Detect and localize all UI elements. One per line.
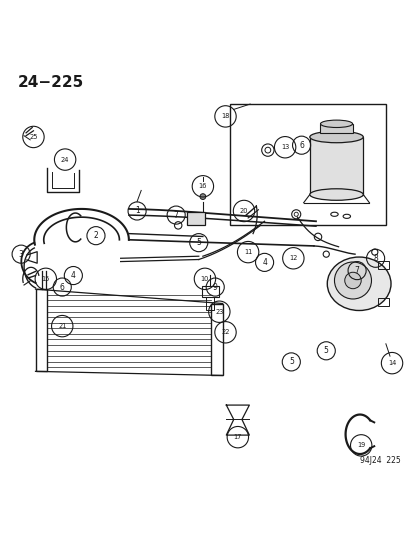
Ellipse shape [309, 189, 362, 200]
Text: 15: 15 [42, 276, 50, 282]
Text: 11: 11 [243, 249, 252, 255]
Bar [309, 137, 362, 195]
Text: 3: 3 [19, 249, 24, 259]
Bar [211, 303, 222, 375]
Bar [206, 296, 214, 310]
Text: 19: 19 [356, 442, 364, 448]
Text: 7: 7 [354, 266, 358, 275]
Text: 25: 25 [29, 134, 38, 140]
Text: 7: 7 [173, 211, 178, 220]
Ellipse shape [334, 262, 370, 299]
Text: 4: 4 [71, 271, 76, 280]
Text: 24: 24 [61, 157, 69, 163]
Ellipse shape [327, 257, 390, 311]
Text: 9: 9 [212, 282, 217, 292]
Text: 22: 22 [221, 329, 229, 335]
Text: 18: 18 [221, 114, 229, 119]
Text: 10: 10 [200, 276, 209, 282]
Text: 14: 14 [387, 360, 395, 366]
Text: 13: 13 [280, 144, 289, 150]
Text: 23: 23 [215, 309, 223, 314]
Bar [187, 212, 204, 225]
Text: 21: 21 [58, 323, 66, 329]
Text: 5: 5 [288, 358, 293, 366]
Text: 8: 8 [373, 254, 377, 263]
Bar [202, 286, 218, 297]
Text: 94J24  225: 94J24 225 [358, 456, 399, 465]
Bar [36, 289, 47, 372]
Bar [320, 124, 352, 133]
Ellipse shape [320, 120, 352, 127]
Bar [377, 298, 388, 306]
Text: 5: 5 [323, 346, 328, 356]
Ellipse shape [199, 193, 205, 199]
Text: 20: 20 [239, 208, 248, 214]
Text: 16: 16 [198, 183, 206, 189]
Text: 12: 12 [288, 255, 297, 261]
Ellipse shape [309, 131, 362, 143]
Text: 6: 6 [59, 282, 64, 292]
Text: 1: 1 [134, 206, 139, 215]
Text: 2: 2 [93, 231, 98, 240]
Ellipse shape [344, 272, 360, 289]
Bar [229, 104, 385, 225]
Text: 6: 6 [299, 141, 303, 150]
Text: 17: 17 [233, 434, 242, 440]
Text: 24−225: 24−225 [18, 75, 84, 90]
Text: 4: 4 [261, 258, 266, 267]
Bar [377, 261, 388, 269]
Text: 5: 5 [196, 238, 201, 247]
